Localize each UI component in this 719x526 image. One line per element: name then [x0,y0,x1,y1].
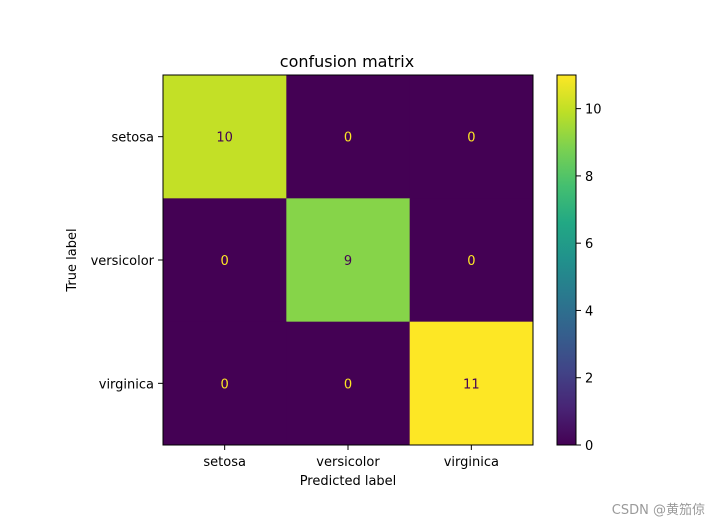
watermark: CSDN @黄笳倞 [611,503,705,518]
chart-title: confusion matrix [280,52,414,71]
cell-value-label: 0 [467,131,475,146]
colorbar-ticks: 0 2 4 6 8 10 [576,103,602,454]
heatmap-cell [286,75,411,199]
x-tick-label: setosa [203,455,246,470]
colorbar [556,74,577,446]
heatmap-cell [409,321,534,446]
cell-value-label: 0 [344,131,352,146]
x-axis-label: Predicted label [300,474,397,489]
heatmap-cell [163,75,287,199]
cell-value-label: 9 [344,254,352,269]
cell-value-label: 0 [344,377,352,392]
heatmap-cell [286,321,411,446]
colorbar-tick-label: 10 [585,103,602,118]
x-axis-ticks: setosa versicolor virginica [203,445,499,470]
cell-value-label: 10 [216,131,233,146]
heatmap-cell-labels: 10 0 0 0 9 0 0 0 11 [216,131,479,393]
cell-value-label: 0 [467,254,475,269]
heatmap-cell [163,198,287,323]
cell-value-label: 0 [221,377,229,392]
y-tick-label: setosa [111,131,154,146]
heatmap-cell [409,198,534,323]
x-tick-label: versicolor [316,455,380,470]
y-axis-label: True label [65,228,80,292]
x-tick-label: virginica [444,455,499,470]
y-axis-ticks: setosa versicolor virginica [91,131,163,392]
heatmap-cells [163,75,534,446]
heatmap-cell [409,75,534,199]
colorbar-tick-label: 0 [585,439,593,454]
heatmap-cell [286,198,411,323]
colorbar-tick-label: 4 [585,304,593,319]
colorbar-tick-label: 8 [585,170,593,185]
cell-value-label: 11 [463,377,480,392]
heatmap-cell [163,321,287,446]
y-tick-label: virginica [99,377,154,392]
colorbar-tick-label: 6 [585,237,593,252]
y-tick-label: versicolor [91,254,155,269]
cell-value-label: 0 [221,254,229,269]
colorbar-tick-label: 2 [585,372,593,387]
